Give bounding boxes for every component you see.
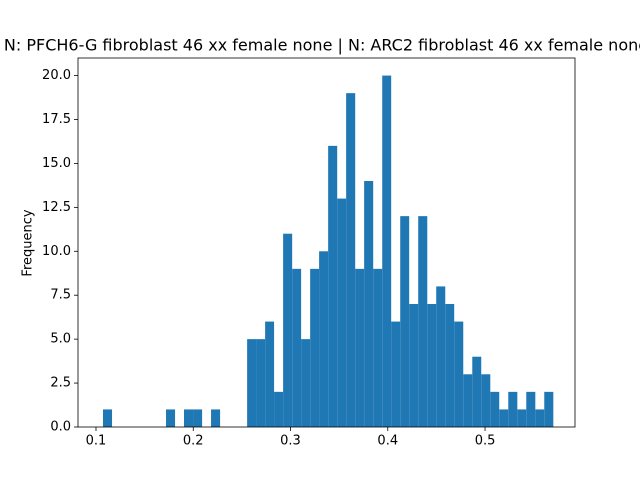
bar <box>544 391 554 427</box>
bar <box>256 339 266 427</box>
bar <box>265 321 275 427</box>
y-tick-label: 12.5 <box>42 200 71 215</box>
chart-title: N: PFCH6-G fibroblast 46 xx female none … <box>4 36 640 55</box>
bar <box>508 391 518 427</box>
bar <box>373 268 383 427</box>
bar <box>247 339 257 427</box>
bar <box>490 391 500 427</box>
bar <box>472 356 482 427</box>
y-tick-label: 5.0 <box>50 332 71 347</box>
bar <box>319 251 329 427</box>
bar <box>292 268 302 427</box>
bar <box>184 409 194 427</box>
y-tick-label: 0.0 <box>50 420 71 435</box>
y-tick-label: 2.5 <box>50 376 71 391</box>
bar <box>102 409 113 427</box>
bar <box>463 374 473 427</box>
bar <box>526 391 536 427</box>
bar <box>346 93 356 428</box>
x-tick-label: 0.1 <box>86 434 107 449</box>
x-tick-label: 0.5 <box>475 434 496 449</box>
y-tick-label: 20.0 <box>42 68 71 83</box>
bar <box>355 268 365 427</box>
bar <box>454 321 464 427</box>
bar <box>409 304 419 427</box>
bar <box>193 409 203 427</box>
bar <box>481 374 491 427</box>
bar <box>310 268 320 427</box>
x-tick-label: 0.3 <box>280 434 301 449</box>
bar <box>418 216 428 427</box>
bar <box>301 339 311 427</box>
bar <box>274 391 284 427</box>
bar <box>427 304 437 427</box>
bar <box>400 216 410 427</box>
bar <box>391 321 401 427</box>
bar <box>445 304 455 427</box>
bar <box>337 198 347 427</box>
bar <box>535 409 545 427</box>
bar <box>382 75 392 428</box>
bar <box>517 409 527 427</box>
bar <box>436 286 446 427</box>
x-tick-label: 0.4 <box>377 434 398 449</box>
y-tick-label: 7.5 <box>50 288 71 303</box>
bar <box>211 409 221 427</box>
bar <box>166 409 176 427</box>
bar <box>364 181 374 427</box>
plot-frame <box>77 57 576 428</box>
y-tick-label: 15.0 <box>42 156 71 171</box>
y-tick-label: 10.0 <box>42 244 71 259</box>
bar <box>499 409 509 427</box>
x-tick-label: 0.2 <box>183 434 204 449</box>
y-tick-label: 17.5 <box>42 112 71 127</box>
y-axis-label: Frequency <box>21 209 36 276</box>
bar <box>328 145 338 427</box>
bar <box>283 233 293 427</box>
